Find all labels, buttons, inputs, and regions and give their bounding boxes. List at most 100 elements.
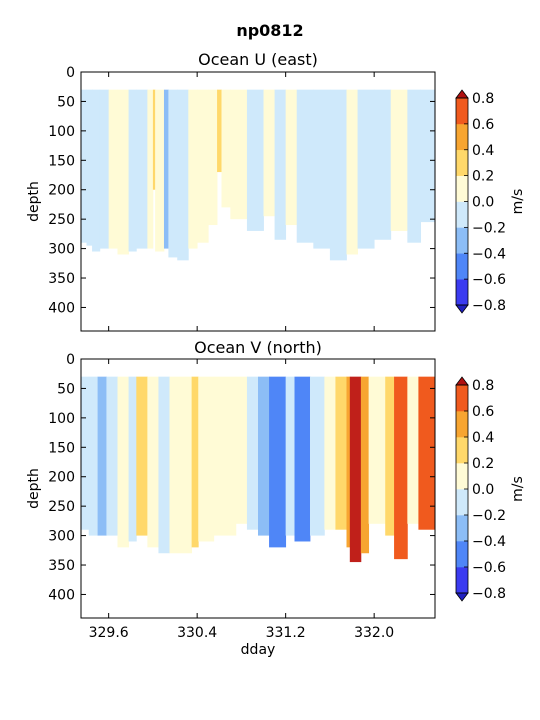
colorbar-label: m/s — [510, 189, 526, 215]
heatmap-column — [213, 376, 237, 536]
colorbar-tick-label: 0.6 — [472, 404, 494, 420]
heatmap-column — [346, 89, 358, 255]
colorbar-segment — [456, 175, 468, 202]
y-tick-label: 250 — [48, 212, 75, 228]
heatmap-column — [385, 376, 395, 536]
heatmap-column — [269, 376, 287, 548]
colorbar-segment — [456, 437, 468, 464]
colorbar-segment — [456, 385, 468, 412]
x-tick-label: 329.6 — [89, 625, 129, 641]
y-tick-label: 350 — [48, 558, 75, 574]
heatmap-column — [97, 376, 107, 536]
colorbar-extend-max — [455, 89, 469, 99]
heatmap-column — [152, 89, 156, 190]
heatmap-column — [390, 89, 408, 231]
colorbar-tick-label: −0.6 — [472, 560, 506, 576]
heatmap-column — [246, 376, 259, 530]
heatmap-column — [177, 89, 189, 261]
colorbar-segment — [456, 489, 468, 516]
heatmap-column — [117, 376, 129, 548]
heatmap-column — [147, 376, 159, 548]
colorbar-segment — [456, 123, 468, 151]
y-tick-label: 350 — [48, 271, 75, 287]
plot-frame — [80, 71, 436, 332]
heatmap-column — [418, 376, 435, 530]
heatmap-column — [106, 376, 118, 536]
heatmap-column — [163, 89, 169, 249]
heatmap-column — [208, 89, 218, 226]
heatmap-column — [329, 89, 347, 261]
heatmap-column — [274, 89, 287, 240]
heatmap-column — [349, 376, 362, 563]
heatmap-column — [346, 376, 351, 548]
heatmap-column — [296, 89, 314, 243]
heatmap-column — [81, 376, 90, 530]
heatmap-column — [407, 376, 419, 524]
heatmap-column — [217, 89, 222, 173]
colorbar-segment — [456, 227, 468, 254]
colorbar-segment — [456, 253, 468, 280]
colorbar-tick-label: 0.2 — [472, 169, 494, 185]
colorbar-tick-label: 0.8 — [472, 378, 494, 394]
colorbar-tick-label: 0.2 — [472, 456, 494, 472]
x-tick-label: 330.4 — [177, 625, 217, 641]
x-tick-label: 332.0 — [354, 625, 394, 641]
colorbar-tick-label: −0.4 — [472, 246, 506, 262]
colorbar-label: m/s — [510, 476, 526, 502]
heatmap-column — [368, 376, 386, 524]
colorbar-tick-label: −0.2 — [472, 220, 506, 236]
colorbar-tick-label: −0.2 — [472, 508, 506, 524]
heatmap-column — [188, 89, 198, 249]
y-axis-label: depth — [26, 468, 42, 509]
heatmap-column — [99, 89, 110, 249]
heatmap-column — [81, 89, 87, 243]
colorbar-segment — [456, 541, 468, 568]
heatmap-column — [88, 376, 98, 536]
heatmap-column — [374, 89, 392, 240]
heatmap-column — [221, 89, 231, 208]
heatmap-column — [420, 89, 435, 223]
y-tick-label: 400 — [48, 300, 75, 316]
heatmap-column — [357, 89, 375, 249]
y-tick-label: 200 — [48, 183, 75, 199]
heatmap-column — [294, 376, 311, 542]
colorbar-tick-label: 0.4 — [472, 430, 494, 446]
x-axis-label: dday — [241, 642, 276, 658]
heatmap-column — [147, 89, 154, 249]
y-tick-label: 300 — [48, 242, 75, 258]
heatmap-column — [92, 89, 101, 252]
colorbar-tick-label: 0.0 — [472, 195, 494, 211]
y-tick-label: 50 — [57, 381, 75, 397]
heatmap-column — [136, 376, 148, 536]
figure-title: np0812 — [236, 21, 303, 40]
heatmap-column — [128, 376, 137, 542]
y-tick-label: 150 — [48, 440, 75, 456]
x-tick-label: 331.2 — [266, 625, 306, 641]
heatmap-column — [108, 89, 118, 249]
panel-2: Ocean V (north) 0 50 100 150 200 250 300 350 400 3… — [26, 338, 526, 641]
heatmap-column — [235, 376, 248, 524]
heatmap-column — [158, 376, 170, 554]
heatmap-column — [191, 376, 199, 548]
colorbar: 0.8 0.6 0.4 0.2 0.0 −0.2 −0.4 −0.6 −0.8 m/s — [455, 89, 526, 314]
panel-1: Ocean U (east) 0 50 100 150 200 250 300 350 400 de… — [26, 50, 526, 332]
colorbar-segment — [456, 201, 468, 228]
heatmap-column — [285, 89, 298, 226]
heatmap-column — [285, 376, 295, 536]
panel-title: Ocean V (north) — [194, 338, 322, 357]
colorbar-extend-min — [455, 592, 469, 602]
colorbar-segment — [456, 515, 468, 542]
heatmap-column — [155, 89, 165, 252]
colorbar-segment — [456, 98, 468, 125]
colorbar-tick-label: −0.6 — [472, 272, 506, 288]
plot-frame — [80, 358, 436, 619]
heatmap-column — [309, 376, 325, 536]
heatmap-column — [136, 89, 148, 249]
heatmap-column — [394, 376, 408, 560]
y-tick-label: 200 — [48, 470, 75, 486]
heatmap-column — [360, 376, 370, 554]
y-tick-label: 0 — [66, 65, 75, 81]
heatmap-column — [335, 376, 347, 530]
y-tick-label: 100 — [48, 411, 75, 427]
colorbar-tick-label: 0.8 — [472, 91, 494, 107]
